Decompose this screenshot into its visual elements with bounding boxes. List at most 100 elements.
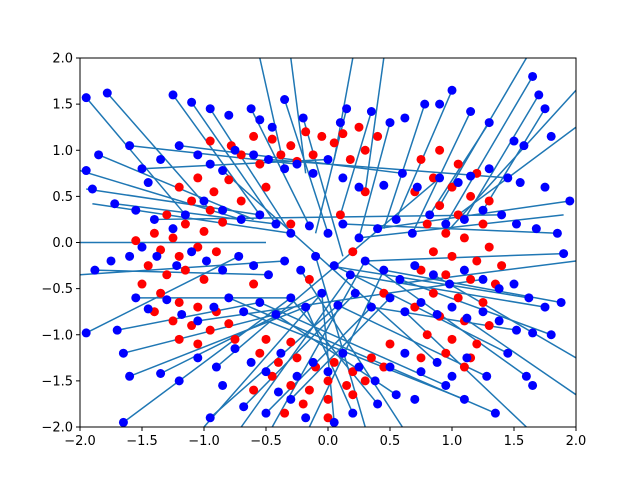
blue-point xyxy=(546,131,556,141)
blue-point xyxy=(239,307,249,317)
blue-point xyxy=(273,387,283,397)
red-point xyxy=(205,205,215,215)
red-point xyxy=(255,159,265,169)
red-point xyxy=(249,131,259,141)
blue-point xyxy=(81,93,91,103)
blue-point xyxy=(338,173,348,183)
blue-point xyxy=(280,95,290,105)
blue-point xyxy=(342,104,352,114)
blue-point xyxy=(478,274,488,284)
y-tick-label: 2.0 xyxy=(52,52,73,67)
blue-point xyxy=(137,242,147,252)
red-point xyxy=(453,293,463,303)
x-tick-label: −2.0 xyxy=(64,434,96,449)
blue-point xyxy=(239,402,249,412)
red-point xyxy=(484,196,494,206)
blue-point xyxy=(354,182,364,192)
x-tick-label: 0.5 xyxy=(380,434,401,449)
blue-point xyxy=(118,417,128,427)
blue-point xyxy=(292,159,302,169)
connecting-line xyxy=(243,310,465,401)
blue-point xyxy=(435,99,445,109)
blue-point xyxy=(193,316,203,326)
blue-point xyxy=(286,293,296,303)
x-tick-label: −1.5 xyxy=(126,434,158,449)
red-point xyxy=(447,182,457,192)
blue-point xyxy=(338,219,348,229)
y-tick-label: −2.0 xyxy=(41,421,73,436)
blue-point xyxy=(246,104,256,114)
red-point xyxy=(345,154,355,164)
blue-point xyxy=(94,150,104,160)
blue-point xyxy=(255,210,265,220)
y-tick-label: 0.5 xyxy=(52,190,73,205)
red-point xyxy=(422,330,432,340)
blue-point xyxy=(559,249,569,259)
red-point xyxy=(354,122,364,132)
blue-point xyxy=(546,330,556,340)
connecting-line xyxy=(85,97,186,216)
red-point xyxy=(428,173,438,183)
red-point xyxy=(373,131,383,141)
connecting-line xyxy=(445,89,576,234)
connecting-line xyxy=(358,214,564,239)
connecting-line xyxy=(117,301,260,331)
blue-point xyxy=(329,261,339,271)
connecting-line xyxy=(250,108,311,227)
blue-point xyxy=(261,408,271,418)
red-point xyxy=(453,210,463,220)
blue-point xyxy=(211,362,221,372)
blue-point xyxy=(528,71,538,81)
blue-point xyxy=(534,90,544,100)
blue-point xyxy=(102,88,112,98)
scatter-points xyxy=(81,71,575,427)
red-point xyxy=(249,385,259,395)
blue-point xyxy=(218,166,228,176)
connecting-line xyxy=(396,260,576,285)
blue-point xyxy=(298,113,308,123)
red-point xyxy=(286,380,296,390)
blue-point xyxy=(441,380,451,390)
red-point xyxy=(472,256,482,266)
blue-point xyxy=(193,353,203,363)
red-point xyxy=(360,187,370,197)
blue-point xyxy=(112,325,122,335)
red-point xyxy=(261,334,271,344)
blue-point xyxy=(348,408,358,418)
blue-point xyxy=(304,221,314,231)
red-point xyxy=(267,371,277,381)
red-point xyxy=(416,265,426,275)
red-point xyxy=(317,131,327,141)
blue-point xyxy=(400,113,410,123)
red-point xyxy=(466,274,476,284)
connecting-line xyxy=(333,264,509,354)
blue-point xyxy=(267,122,277,132)
blue-point xyxy=(187,247,197,257)
blue-point xyxy=(400,307,410,317)
blue-point xyxy=(201,256,211,266)
blue-point xyxy=(373,224,383,234)
red-point xyxy=(180,219,190,229)
red-point xyxy=(478,297,488,307)
blue-point xyxy=(497,210,507,220)
blue-point xyxy=(317,288,327,298)
blue-point xyxy=(335,118,345,128)
red-point xyxy=(342,380,352,390)
red-point xyxy=(218,217,228,227)
blue-point xyxy=(172,261,182,271)
x-tick-label: 1.5 xyxy=(504,434,525,449)
blue-point xyxy=(205,413,215,423)
blue-point xyxy=(137,164,147,174)
blue-point xyxy=(379,180,389,190)
red-point xyxy=(187,196,197,206)
blue-point xyxy=(180,210,190,220)
blue-point xyxy=(218,380,228,390)
connecting-line xyxy=(365,252,564,262)
blue-point xyxy=(478,205,488,215)
blue-point xyxy=(125,251,135,261)
blue-point xyxy=(466,171,476,181)
connecting-line xyxy=(395,89,453,220)
red-point xyxy=(484,242,494,252)
red-point xyxy=(205,325,215,335)
